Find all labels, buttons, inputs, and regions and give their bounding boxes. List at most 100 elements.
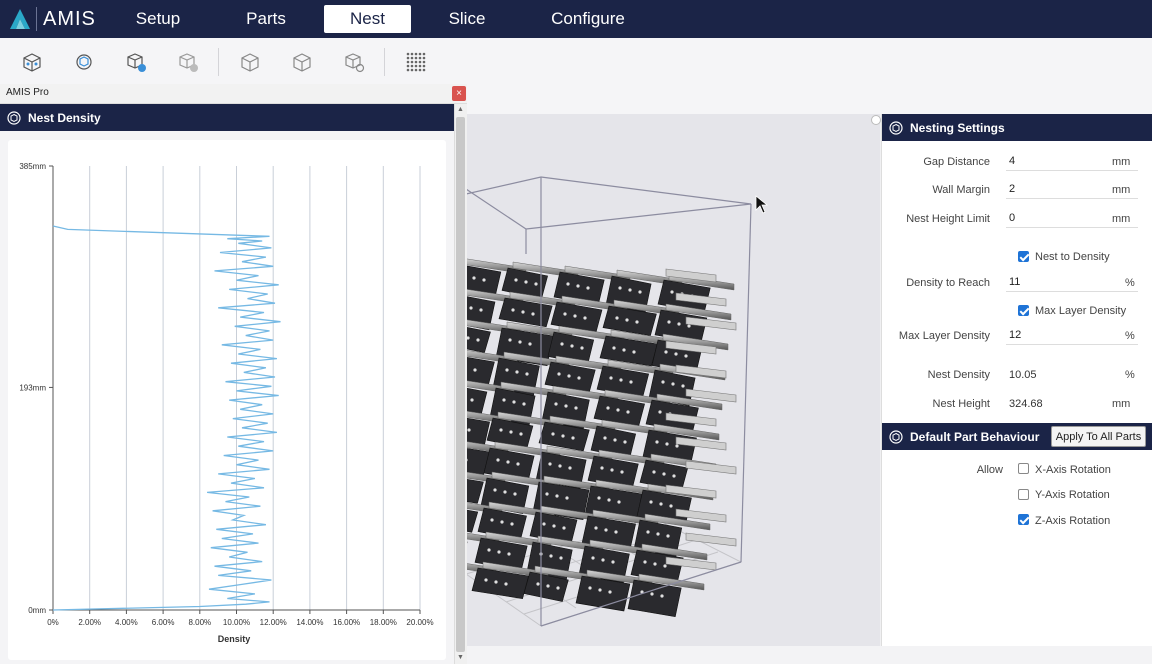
part-hole — [571, 436, 575, 440]
nest-selected-icon[interactable] — [73, 51, 95, 73]
3d-viewport[interactable] — [466, 114, 880, 646]
window-close-button[interactable]: × — [452, 86, 466, 101]
part-hole — [664, 350, 668, 354]
tab-setup[interactable]: Setup — [135, 9, 181, 28]
gap-distance-input[interactable] — [1006, 151, 1138, 171]
part-hole — [684, 354, 688, 358]
part-hole — [597, 496, 601, 500]
cube-settings-icon[interactable] — [343, 51, 365, 73]
y-tick-label: 385mm — [19, 162, 46, 171]
chart-x-axis-label: Density — [218, 634, 251, 644]
part-hole — [681, 384, 685, 388]
part-hole — [528, 342, 532, 346]
max-layer-density-unit: % — [1125, 330, 1135, 342]
nest-height-unit: mm — [1112, 398, 1131, 410]
part-hole — [629, 380, 633, 384]
scroll-up-icon[interactable]: ▲ — [457, 106, 464, 113]
nest-density-title: Nest Density — [28, 111, 101, 125]
add-part-icon[interactable] — [125, 51, 147, 73]
part-hole — [476, 338, 480, 342]
part-hole — [554, 402, 558, 406]
part-hole — [567, 374, 571, 378]
part-rod — [675, 292, 727, 307]
nest-height-limit-input[interactable] — [1006, 208, 1138, 228]
z-axis-rotation-checkbox[interactable] — [1018, 514, 1029, 525]
part-hole — [521, 310, 525, 314]
part-hole — [545, 492, 549, 496]
part-hole — [671, 382, 675, 386]
part-hole — [601, 558, 605, 562]
part-hole — [608, 590, 612, 594]
tab-nest[interactable]: Nest — [324, 5, 411, 33]
nest-to-density-label: Nest to Density — [1035, 251, 1110, 263]
part-hole — [666, 534, 670, 538]
part-hole — [551, 432, 555, 436]
gap-distance-unit: mm — [1112, 156, 1131, 168]
amis-logo-icon — [10, 9, 30, 29]
panel-collapse-handle[interactable] — [871, 115, 881, 125]
part-plate — [471, 567, 529, 599]
part-rod — [665, 303, 732, 321]
x-axis-rotation-label: X-Axis Rotation — [1035, 464, 1111, 476]
cube-front-icon[interactable] — [239, 51, 261, 73]
x-tick-label: 0% — [47, 618, 59, 627]
scroll-down-icon[interactable]: ▼ — [457, 654, 464, 661]
x-axis-rotation-checkbox[interactable] — [1018, 463, 1029, 474]
density-grid-icon[interactable] — [405, 51, 427, 73]
part-plate — [466, 478, 484, 504]
y-axis-rotation-checkbox[interactable] — [1018, 489, 1029, 500]
part-hole — [470, 398, 474, 402]
part-hole — [577, 376, 581, 380]
nested-parts — [466, 258, 737, 618]
wall-margin-unit: mm — [1112, 184, 1131, 196]
density-to-reach-input[interactable] — [1006, 272, 1138, 292]
logo-divider — [36, 7, 37, 31]
part-hole — [506, 460, 510, 464]
part-hole — [611, 560, 615, 564]
apply-to-all-parts-button[interactable]: Apply To All Parts — [1051, 426, 1146, 447]
part-hole — [583, 316, 587, 320]
nest-height-limit-unit: mm — [1112, 213, 1131, 225]
part-hole — [628, 288, 632, 292]
part-hole — [557, 372, 561, 376]
y-tick-label: 193mm — [19, 383, 46, 392]
part-hole — [518, 340, 522, 344]
tab-configure[interactable]: Configure — [551, 9, 625, 28]
part-hole — [661, 380, 665, 384]
wall-margin-input[interactable] — [1006, 179, 1138, 199]
nest-all-icon[interactable] — [21, 51, 43, 73]
nesting-settings-header: Nesting Settings — [882, 114, 1152, 141]
window-title-bar: AMIS Pro — [0, 84, 467, 104]
part-hole — [660, 594, 664, 598]
build-box-outline — [466, 176, 752, 627]
max-layer-density-checkbox[interactable] — [1018, 305, 1029, 316]
nest-to-density-checkbox[interactable] — [1018, 251, 1029, 262]
mouse-cursor-icon — [755, 195, 769, 214]
gap-distance-label: Gap Distance — [923, 156, 990, 168]
part-hole — [524, 280, 528, 284]
toolbar-divider — [218, 48, 219, 76]
tab-parts[interactable]: Parts — [246, 9, 286, 28]
part-hole — [613, 438, 617, 442]
part-hole — [561, 434, 565, 438]
max-layer-density-input[interactable] — [1006, 325, 1138, 345]
part-hole — [556, 586, 560, 590]
remove-part-icon[interactable] — [177, 51, 199, 73]
part-hole — [618, 286, 622, 290]
nest-density-value: 10.05 — [1009, 369, 1037, 381]
part-rod — [665, 484, 717, 499]
part-rod — [685, 532, 737, 547]
x-tick-label: 20.00% — [406, 618, 433, 627]
tab-slice[interactable]: Slice — [448, 9, 486, 28]
part-rod — [685, 460, 737, 475]
part-hole — [500, 520, 504, 524]
part-plate — [602, 305, 657, 336]
part-hole — [516, 462, 520, 466]
scrollbar-thumb[interactable] — [456, 117, 465, 652]
part-rod — [644, 513, 711, 531]
part-hole — [568, 466, 572, 470]
cube-iso-icon[interactable] — [291, 51, 313, 73]
part-hole — [499, 428, 503, 432]
part-rod — [675, 364, 727, 379]
part-hole — [503, 490, 507, 494]
